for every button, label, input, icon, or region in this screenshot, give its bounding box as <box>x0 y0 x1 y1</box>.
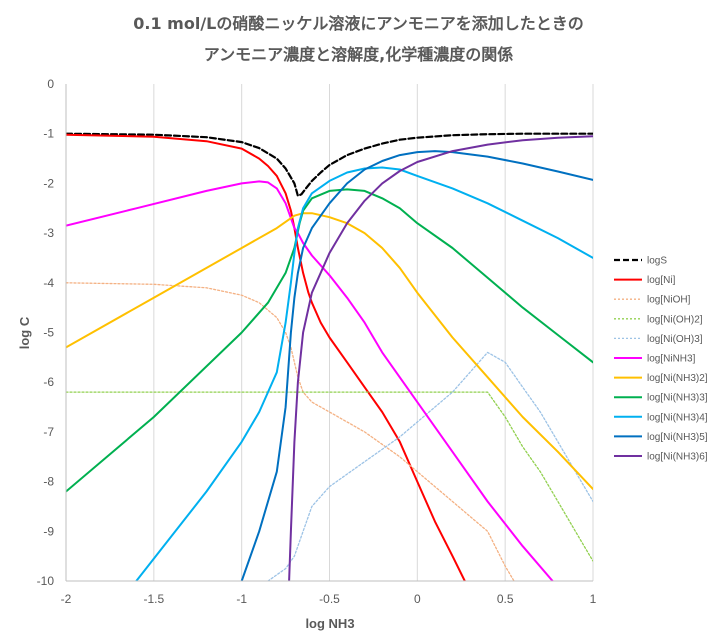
x-tick-label: -1 <box>236 592 247 606</box>
series-line-2 <box>66 282 515 581</box>
chart-title: 0.1 mol/Lの硝酸ニッケル溶液にアンモニアを添加したときの <box>133 14 584 33</box>
legend-label: log[Ni(NH3)2] <box>647 373 708 384</box>
series-line-5 <box>66 180 554 581</box>
y-tick-label: -8 <box>43 475 54 489</box>
legend-label: log[Ni(NH3)6] <box>647 452 708 463</box>
series-line-4 <box>267 351 593 581</box>
legend-label: log[Ni(OH)3] <box>647 334 703 345</box>
series-line-6 <box>66 212 593 491</box>
series-line-8 <box>135 166 593 581</box>
x-axis-label: log NH3 <box>305 616 354 631</box>
x-tick-label: -2 <box>61 592 72 606</box>
x-tick-label: -0.5 <box>319 592 340 606</box>
y-tick-label: -1 <box>43 127 54 141</box>
chart-subtitle: アンモニア濃度と溶解度,化学種濃度の関係 <box>203 45 514 64</box>
series-line-1 <box>66 133 466 581</box>
y-tick-labels: 0 -1 -2 -3 -4 -5 -6 -7 -8 -9 -10 <box>37 77 55 588</box>
y-tick-label: 0 <box>47 77 54 91</box>
y-tick-label: -6 <box>43 375 54 389</box>
y-tick-label: -7 <box>43 425 54 439</box>
y-tick-label: -10 <box>37 574 55 588</box>
x-tick-label: -1.5 <box>143 592 164 606</box>
series-line-0 <box>66 132 593 197</box>
axes <box>65 84 593 582</box>
x-tick-label: 0 <box>414 592 421 606</box>
grid-lines <box>65 84 594 581</box>
x-tick-label: 0.5 <box>497 592 514 606</box>
series-line-10 <box>288 135 593 581</box>
legend-label: log[Ni] <box>647 275 676 286</box>
y-tick-label: -4 <box>43 276 54 290</box>
x-tick-label: 1 <box>590 592 597 606</box>
y-tick-label: -5 <box>43 326 54 340</box>
legend-label: log[Ni(NH3)3] <box>647 393 708 404</box>
legend-label: log[Ni(NH3)5] <box>647 432 708 443</box>
legend-label: logS <box>647 256 667 267</box>
series-line-7 <box>66 188 593 493</box>
x-tick-labels: -2 -1.5 -1 -0.5 0 0.5 1 <box>61 592 597 606</box>
legend-label: log[NiOH] <box>647 295 691 306</box>
y-tick-label: -3 <box>43 226 54 240</box>
series-line-3 <box>66 391 593 562</box>
y-tick-label: -9 <box>43 524 54 538</box>
y-axis-label: log C <box>17 316 32 349</box>
series-lines <box>66 132 593 581</box>
legend-label: log[NiNH3] <box>647 354 696 365</box>
series-line-9 <box>240 150 593 581</box>
legend: logS log[Ni] log[NiOH] log[Ni(OH)2] log[Ni(O… <box>614 256 708 463</box>
y-tick-label: -2 <box>43 176 54 190</box>
legend-label: log[Ni(NH3)4] <box>647 412 708 423</box>
legend-label: log[Ni(OH)2] <box>647 314 703 325</box>
